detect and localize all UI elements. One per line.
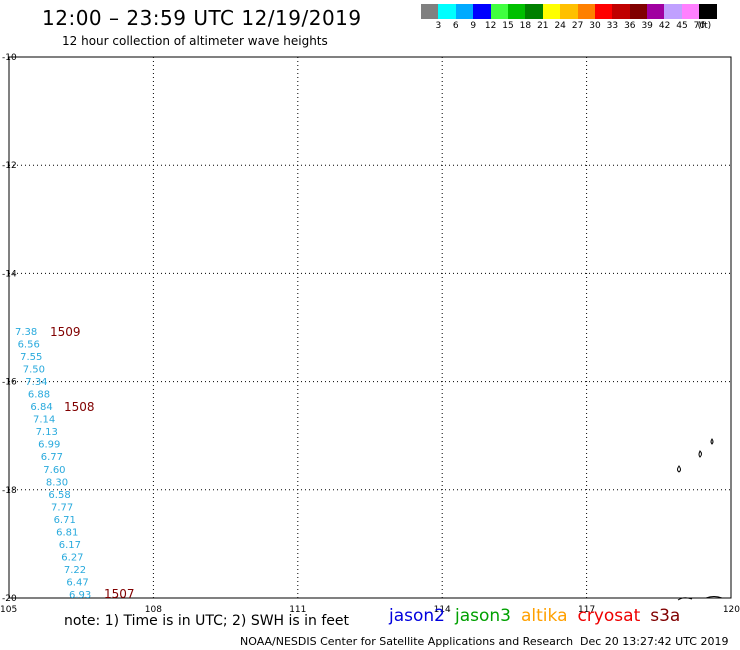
swh-value-label: 6.93 [69,590,91,601]
swh-value-label: 7.55 [20,352,42,363]
swh-value-label: 7.38 [15,327,37,338]
color-scale-label: 24 [554,21,566,31]
swh-value-label: 6.47 [66,577,88,588]
satellite-legend-item: altika [521,606,568,626]
color-swatch [473,4,491,19]
color-swatch [577,4,595,19]
color-scale-label: 30 [589,21,601,31]
swh-value-label: 7.60 [43,465,65,476]
color-scale-swatches [421,4,717,19]
map-subtitle: 12 hour collection of altimeter wave hei… [62,34,328,48]
swh-value-label: 7.14 [33,415,55,426]
satellite-legend-item: s3a [650,606,681,626]
swh-value-label: 7.77 [51,502,73,513]
track-time-label: 1507 [104,587,135,601]
swh-value-label: 6.99 [38,440,60,451]
color-scale-label: 21 [537,21,549,31]
color-scale-label: 9 [470,21,477,31]
color-scale-labels: 3 6 9 12 15 18 21 24 27 30 33 36 39 42 45 70 (ft) [421,19,717,31]
color-swatch [560,4,578,19]
longitude-label: 105 [0,605,17,615]
latitude-label: -20 [2,594,17,604]
generated-timestamp: Dec 20 13:27:42 UTC 2019 [580,635,729,648]
swh-value-label: 6.56 [18,340,40,351]
swh-value-label: 7.13 [36,427,58,438]
color-scale-label: 45 [676,21,688,31]
swh-value-label: 7.22 [64,565,86,576]
swh-value-label: 6.17 [59,540,81,551]
swh-value-label: 6.84 [30,402,52,413]
color-scale-label: 15 [502,21,514,31]
color-swatch [681,4,700,19]
color-scale-unit: (ft) [697,21,712,31]
island-outline [698,450,702,458]
color-scale-label: 70 [693,21,706,31]
color-swatch [629,4,648,19]
longitude-label: 114 [434,605,451,615]
satellite-legend-item: cryosat [577,606,641,626]
swh-value-label: 6.71 [54,515,76,526]
color-scale-label: 27 [571,21,584,31]
satellite-legend: jason2 jason3 altika cryosat s3a [389,606,690,626]
track-time-label: 1508 [64,400,95,414]
color-swatch [542,4,561,19]
color-swatch [490,4,508,19]
longitude-label: 117 [578,605,595,615]
color-swatch [664,4,682,19]
credit-line: NOAA/NESDIS Center for Satellite Applica… [240,635,574,648]
color-scale-label: 3 [435,21,442,31]
color-swatch [507,4,526,19]
satellite-legend-item: jason2 [389,606,445,626]
color-swatch [421,4,439,19]
swh-value-label: 7.34 [25,377,47,388]
longitude-label: 120 [723,605,740,615]
island-outlines [677,438,723,601]
island-outline [677,465,681,473]
color-scale-legend: 3 6 9 12 15 18 21 24 27 30 33 36 39 42 45 70 (ft) [421,4,717,31]
swh-value-labels: 7.38 6.567.55 7.507.34 6.886.84 7.147.13 6.99… [15,327,91,601]
color-swatch [438,4,456,19]
swh-value-label: 6.58 [48,490,70,501]
color-scale-label: 42 [658,21,671,31]
map-axis-labels: 105 108 111 114 117 120-10-12-14-16-18-20 [0,53,740,615]
color-scale-label: 12 [484,21,497,31]
swh-value-label: 6.27 [61,552,83,563]
color-scale-label: 39 [641,21,653,31]
map-frame [8,56,732,599]
track-time-labels: 1509 1508 1507 [50,325,135,601]
swh-value-label: 6.77 [41,452,63,463]
swh-value-label: 6.81 [56,527,78,538]
color-scale-label: 33 [606,21,619,31]
color-swatch [594,4,613,19]
color-swatch [525,4,543,19]
color-scale-label: 6 [452,21,459,31]
swh-value-label: 8.30 [46,477,68,488]
color-swatch [647,4,665,19]
color-scale-label: 36 [624,21,636,31]
footer-note: note: 1) Time is in UTC; 2) SWH is in fe… [64,613,350,629]
color-scale-label: 18 [519,21,532,31]
island-outline [710,438,714,445]
satellite-legend-item: jason3 [455,606,511,626]
swh-value-label: 6.88 [28,390,50,401]
color-swatch [699,4,717,19]
track-time-label: 1509 [50,325,81,339]
map-grid [9,57,731,598]
longitude-label: 108 [145,605,162,615]
map-title: 12:00 – 23:59 UTC 12/19/2019 [42,6,362,30]
color-swatch [455,4,474,19]
swh-value-label: 7.50 [23,365,45,376]
color-swatch [612,4,630,19]
longitude-label: 111 [289,605,306,615]
